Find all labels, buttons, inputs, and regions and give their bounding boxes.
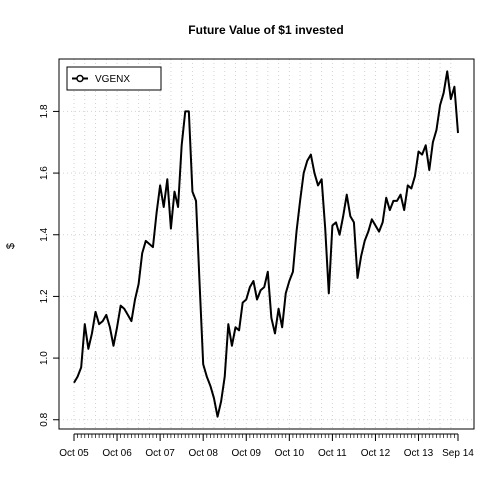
x-tick-label: Oct 13: [404, 448, 434, 459]
x-tick-label: Sep 14: [442, 448, 474, 459]
x-tick-label: Oct 05: [59, 448, 89, 459]
y-tick-label: 1.6: [39, 166, 50, 180]
chart-title: Future Value of $1 invested: [188, 23, 343, 37]
legend: VGENX: [66, 66, 162, 91]
axis-layer: 0.8 1.0 1.2 1.4 1.6 1.8 Oct 05 Oct 06 Oct 07 Oct …: [39, 104, 474, 459]
y-tick-label: 1.0: [39, 351, 50, 365]
y-tick-label: 0.8: [39, 412, 50, 426]
legend-label-vgenx: VGENX: [95, 74, 130, 85]
series-line-vgenx: [73, 70, 459, 418]
series-layer: [73, 70, 459, 418]
x-tick-label: Oct 06: [102, 448, 132, 459]
grid-layer: [59, 59, 474, 429]
plot-box: [58, 58, 475, 430]
x-tick-label: Oct 10: [275, 448, 305, 459]
y-tick-label: 1.4: [39, 227, 50, 241]
x-tick-label: Oct 08: [188, 448, 218, 459]
x-tick-label: Oct 07: [145, 448, 175, 459]
x-tick-label: Oct 12: [361, 448, 391, 459]
y-tick-label: 1.8: [39, 104, 50, 118]
y-tick-label: 1.2: [39, 289, 50, 303]
x-tick-label: Oct 09: [232, 448, 262, 459]
legend-marker: [76, 74, 84, 83]
legend-box: [66, 66, 162, 91]
x-tick-label: Oct 11: [318, 448, 347, 459]
y-axis-label: $: [5, 243, 17, 249]
